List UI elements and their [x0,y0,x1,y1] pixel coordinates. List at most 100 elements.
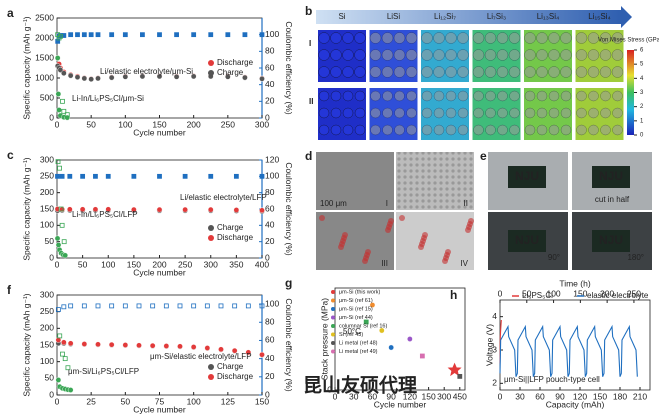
y-tick-label: 2 [492,378,497,388]
particle [612,90,623,102]
particle [472,66,485,78]
particle [445,49,457,61]
point [407,336,413,342]
y2-tick-label: 40 [265,220,275,230]
y-tick-label: 0 [49,389,54,399]
y-tick-label: 0 [49,252,54,262]
point [105,206,112,213]
scale-bar: 100 μm [320,199,347,208]
point [81,341,88,347]
x2-tick-label: 100 [546,288,560,298]
point [207,206,214,213]
red-region [465,227,471,233]
micrograph [316,152,394,210]
particle [576,107,587,119]
x-tick-label: 50 [121,396,131,406]
particle [612,124,623,136]
point [218,303,224,309]
panel-label: c [7,148,14,162]
x-tick-label: 50 [86,119,96,129]
point [163,343,170,349]
particle [342,32,354,44]
x-tick-label: 250 [178,259,192,269]
particle [381,66,394,78]
particle [497,124,508,136]
x-tick-label: 60 [368,391,378,401]
particle [457,107,469,119]
particle [588,107,599,119]
point [363,319,369,325]
particle [524,107,536,119]
particle [611,32,624,44]
particle [382,124,393,136]
point [182,173,188,179]
y-tick-label: 200 [40,323,54,333]
particle [473,107,484,119]
y2-tick-label: 60 [265,203,275,213]
y-tick-label: 4 [492,311,497,321]
panel-label: e [480,149,487,163]
x-axis-label: Cycle number [133,267,186,277]
micrograph [316,212,394,270]
point [157,32,162,38]
particle [599,49,612,61]
particle [421,66,433,78]
legend-label: columnar Si (ref 16) [339,323,387,329]
particle [354,90,366,102]
point [245,349,252,356]
particle [473,90,484,102]
particle [509,107,520,119]
panel-label: g [285,276,292,290]
y2-tick-label: 120 [265,154,279,164]
legend-swatch [331,290,335,294]
particle [588,124,599,136]
annotation: μm-Si||LFP pouch-type cell [504,375,600,384]
particle [548,32,560,44]
particle [509,124,520,136]
header-arrow [316,10,621,24]
particle [342,66,354,78]
watermark: 昆山友硕代理 [303,374,417,397]
point [95,341,101,348]
y2-axis-label: Coulombic efficiency (%) [284,298,294,392]
y-axis-label: Specific capacity (mAh g⁻¹) [21,157,31,260]
legend-label: elastic electrolyte [587,291,649,300]
particle [342,90,354,102]
particle [394,107,405,119]
y-tick-label: 100 [40,356,54,366]
particle [484,66,497,78]
point [122,32,128,38]
point [191,303,197,309]
point [136,303,142,309]
y2-tick-label: 20 [265,96,275,106]
particle [370,90,381,102]
x-tick-label: 25 [86,396,96,406]
legend-label: μm-Si (ref 61) [339,298,373,304]
particle [433,124,445,136]
particle [587,32,600,44]
y2-tick-label: 80 [265,46,275,56]
particle [330,90,342,102]
point [55,159,61,165]
particle [497,90,508,102]
legend-swatch [208,60,214,66]
particle [381,49,394,61]
particle [318,49,330,61]
particle [524,90,536,102]
point [204,303,210,309]
point [67,387,74,393]
colorbar-title: Von Mises Stress (GPa) [598,38,659,44]
point [177,303,183,309]
point [174,32,179,38]
point [62,356,68,362]
particle [560,124,572,136]
point [65,365,71,371]
particle [421,49,433,61]
particle [560,49,572,61]
particle [354,107,366,119]
y-axis-label: Specific capacity (mAh g⁻¹) [21,293,31,396]
x2-tick-label: 50 [522,288,532,298]
point [259,173,265,179]
y2-tick-label: 80 [265,317,275,327]
legend-swatch [208,225,214,231]
